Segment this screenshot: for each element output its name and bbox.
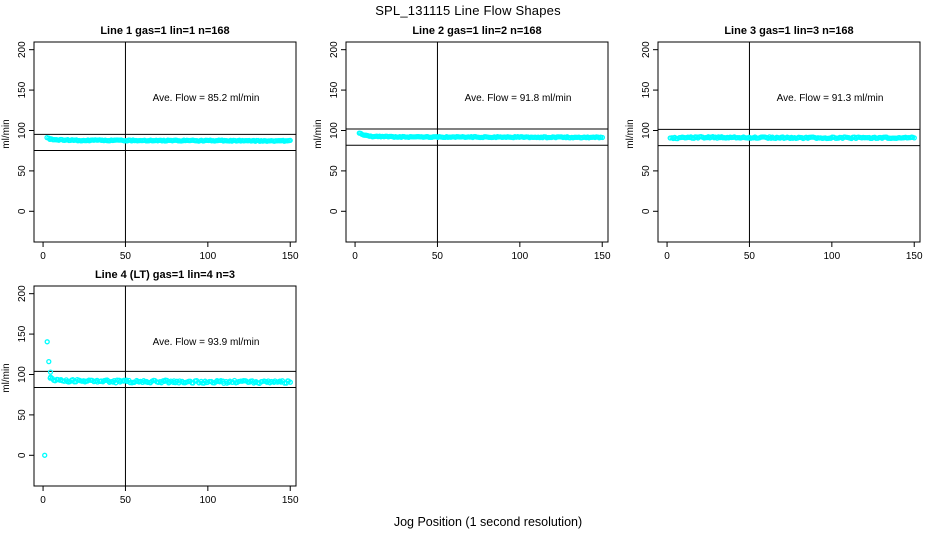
panel-cell-3: Line 3 gas=1 lin=3 n=168 0 50 100 150 0 50 100 1… — [624, 22, 936, 266]
y-tick-label: 100 — [17, 366, 28, 383]
x-tick-label: 0 — [664, 251, 670, 262]
x-tick-label: 100 — [511, 251, 528, 262]
ave-flow-annotation: Ave. Flow = 91.8 ml/min — [465, 93, 572, 104]
y-tick-label: 50 — [329, 165, 340, 177]
y-tick-label: 100 — [17, 122, 28, 139]
y-tick-label: 150 — [329, 81, 340, 98]
y-tick-label: 0 — [17, 452, 28, 458]
panel-line-3: Line 3 gas=1 lin=3 n=168 0 50 100 150 0 50 100 1… — [625, 25, 923, 262]
plot-box — [33, 285, 297, 487]
y-tick-label: 0 — [329, 208, 340, 214]
panel-line-1: Line 1 gas=1 lin=1 n=168 0 50 100 150 0 50 100 1… — [1, 25, 299, 262]
y-tick-label: 50 — [17, 165, 28, 177]
ave-flow-annotation: Ave. Flow = 85.2 ml/min — [153, 93, 260, 104]
y-tick-label: 50 — [641, 165, 652, 177]
scatter-points — [667, 133, 917, 142]
y-axis-title: ml/min — [1, 363, 12, 392]
panel-cell-4: Line 4 (LT) gas=1 lin=4 n=3 0 50 100 150 0 50 1… — [0, 266, 312, 510]
panel-title: Line 3 gas=1 lin=3 n=168 — [724, 25, 853, 37]
x-tick-label: 150 — [282, 495, 299, 506]
x-tick-label: 0 — [352, 251, 358, 262]
y-tick-label: 150 — [641, 81, 652, 98]
x-tick-label: 0 — [40, 495, 46, 506]
x-tick-label: 50 — [120, 495, 132, 506]
y-axis-title: ml/min — [313, 119, 324, 148]
x-tick-label: 150 — [594, 251, 611, 262]
panel-title: Line 1 gas=1 lin=1 n=168 — [100, 25, 229, 37]
plot-box — [657, 41, 921, 243]
x-tick-label: 100 — [199, 495, 216, 506]
y-tick-label: 200 — [17, 41, 28, 58]
y-tick-label: 150 — [17, 81, 28, 98]
x-tick-label: 50 — [432, 251, 444, 262]
ave-flow-annotation: Ave. Flow = 91.3 ml/min — [777, 93, 884, 104]
x-axis-label: Jog Position (1 second resolution) — [393, 515, 583, 529]
y-tick-label: 0 — [641, 208, 652, 214]
y-axis-title: ml/min — [625, 119, 636, 148]
scatter-points — [356, 130, 606, 141]
x-tick-label: 150 — [282, 251, 299, 262]
y-tick-label: 200 — [329, 41, 340, 58]
y-tick-label: 200 — [17, 285, 28, 302]
scatter-points — [42, 339, 293, 458]
y-axis-title: ml/min — [1, 119, 12, 148]
y-tick-label: 50 — [17, 409, 28, 421]
plot-box — [33, 41, 297, 243]
panel-title: Line 2 gas=1 lin=2 n=168 — [412, 25, 541, 37]
y-tick-label: 0 — [17, 208, 28, 214]
panel-cell-1: Line 1 gas=1 lin=1 n=168 0 50 100 150 0 50 100 1… — [0, 22, 312, 266]
y-tick-label: 100 — [329, 122, 340, 139]
empty-panel-cell — [312, 266, 624, 510]
figure-title: SPL_131115 Line Flow Shapes — [375, 3, 561, 18]
x-tick-label: 100 — [199, 251, 216, 262]
empty-panel-cell — [624, 266, 936, 510]
scatter-points — [44, 134, 293, 144]
x-tick-label: 100 — [823, 251, 840, 262]
y-tick-label: 200 — [641, 41, 652, 58]
plot-box — [345, 41, 609, 243]
x-tick-label: 0 — [40, 251, 46, 262]
panel-line-2: Line 2 gas=1 lin=2 n=168 0 50 100 150 0 50 100 1… — [313, 25, 611, 262]
panel-line-4: Line 4 (LT) gas=1 lin=4 n=3 0 50 100 150 0 50 1… — [1, 269, 299, 506]
panel-grid: Line 1 gas=1 lin=1 n=168 0 50 100 150 0 50 100 1… — [0, 22, 936, 510]
y-tick-label: 150 — [17, 325, 28, 342]
panel-title: Line 4 (LT) gas=1 lin=4 n=3 — [95, 269, 235, 281]
panel-cell-2: Line 2 gas=1 lin=2 n=168 0 50 100 150 0 50 100 1… — [312, 22, 624, 266]
x-tick-label: 50 — [744, 251, 756, 262]
x-tick-label: 50 — [120, 251, 132, 262]
y-tick-label: 100 — [641, 122, 652, 139]
ave-flow-annotation: Ave. Flow = 93.9 ml/min — [153, 337, 260, 348]
x-tick-label: 150 — [906, 251, 923, 262]
